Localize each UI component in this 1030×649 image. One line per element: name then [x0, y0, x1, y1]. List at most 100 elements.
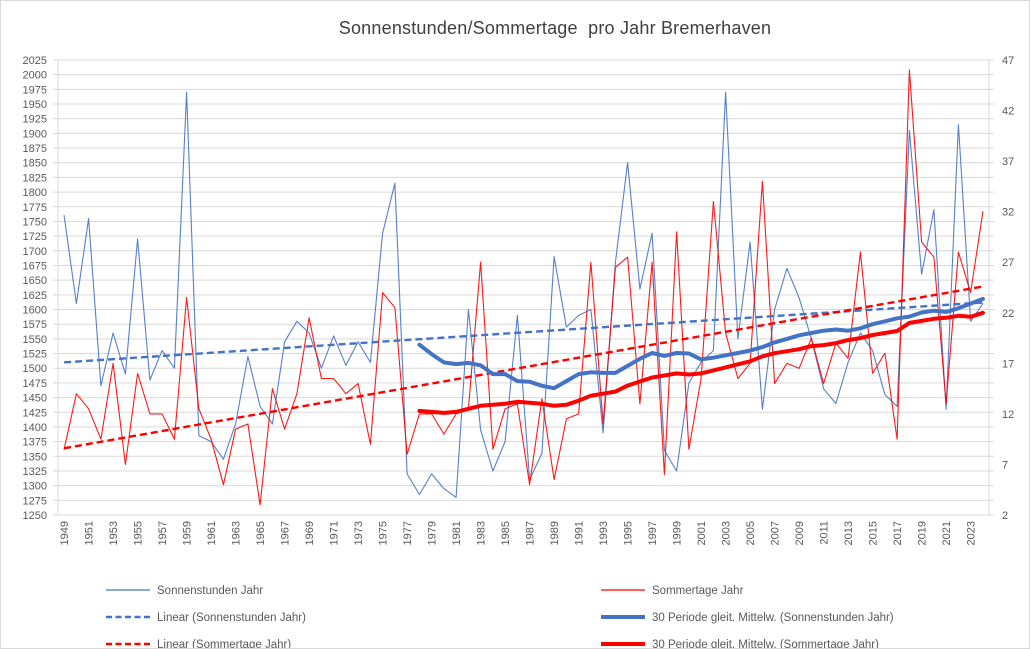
y-axis-left-tick-label: 1425: [23, 407, 47, 419]
x-axis-tick-label: 1965: [255, 521, 267, 545]
line-sample-icon: [601, 582, 645, 600]
x-axis-tick-label: 1993: [598, 521, 610, 545]
y-axis-left-tick-label: 2025: [23, 55, 47, 67]
y-axis-left-tick-label: 1975: [23, 84, 47, 96]
x-axis-tick-label: 1951: [84, 521, 96, 545]
x-axis-tick-label: 1961: [206, 521, 218, 545]
legend-label: 30 Periode gleit. Mittelw. (Sommertage J…: [652, 638, 879, 649]
x-axis-tick-label: 1959: [182, 521, 194, 545]
dashed-line-sample-icon: [106, 609, 150, 627]
x-axis-tick-label: 1957: [157, 521, 169, 545]
y-axis-left-tick-label: 1450: [23, 393, 47, 405]
y-axis-left-tick-label: 1375: [23, 437, 47, 449]
x-axis-tick-label: 1987: [525, 521, 537, 545]
y-axis-left-tick-label: 1700: [23, 246, 47, 258]
x-axis-tick-label: 1973: [353, 521, 365, 545]
y-axis-right-tick-label: 7: [1002, 459, 1008, 471]
y-axis-left-tick-label: 1325: [23, 466, 47, 478]
x-axis-tick-label: 1983: [476, 521, 488, 545]
legend-item-mittelwert-sonnenstunden: 30 Periode gleit. Mittelw. (Sonnenstunde…: [601, 604, 894, 631]
legend-column-right: Sommertage Jahr 30 Periode gleit. Mittel…: [601, 577, 894, 649]
y-axis-left-tick-label: 1550: [23, 334, 47, 346]
legend-label: Linear (Sommertage Jahr): [157, 638, 292, 649]
data-series-line: [63, 69, 984, 506]
y-axis-left-tick-label: 1950: [23, 99, 47, 111]
y-axis-right-tick-label: 2: [1002, 510, 1008, 522]
x-axis-tick-label: 2015: [868, 521, 880, 545]
y-axis-left-tick-label: 1525: [23, 349, 47, 361]
y-axis-left-tick-label: 1775: [23, 202, 47, 214]
y-axis-right-tick-label: 12: [1002, 409, 1014, 421]
legend-label: Sommertage Jahr: [652, 584, 744, 597]
x-axis-tick-label: 1981: [451, 521, 463, 545]
data-series-line: [417, 310, 985, 415]
x-axis-tick-label: 1977: [402, 521, 414, 545]
y-axis-left-tick-label: 1250: [23, 510, 47, 522]
x-axis-tick-label: 2019: [917, 521, 929, 545]
y-axis-left-tick-label: 1675: [23, 260, 47, 272]
x-axis-tick-label: 2011: [819, 521, 831, 545]
y-axis-left-tick-label: 2000: [23, 70, 47, 82]
data-series-line: [417, 296, 985, 391]
x-axis-tick-label: 2003: [721, 521, 733, 545]
y-axis-left-tick-label: 1925: [23, 114, 47, 126]
x-axis-tick-label: 1963: [231, 521, 243, 545]
y-axis-left-tick-label: 1725: [23, 231, 47, 243]
x-axis-tick-label: 2001: [696, 521, 708, 545]
x-axis-tick-label: 1971: [329, 521, 341, 545]
legend-label: Sonnenstunden Jahr: [157, 584, 264, 597]
x-axis-tick-label: 1989: [549, 521, 561, 545]
y-axis-left-tick-label: 1650: [23, 275, 47, 287]
legend-column-left: Sonnenstunden Jahr Linear (Sonnenstunden…: [106, 577, 306, 649]
x-axis-tick-label: 2013: [843, 521, 855, 545]
x-axis-tick-label: 2021: [941, 521, 953, 545]
y-axis-right-tick-label: 32: [1002, 207, 1014, 219]
x-axis-tick-label: 1999: [672, 521, 684, 545]
y-axis-left-tick-label: 1875: [23, 143, 47, 155]
y-axis-right-tick-label: 47: [1002, 55, 1014, 67]
x-axis-tick-label: 1969: [304, 521, 316, 545]
legend-item-sommertage-jahr: Sommertage Jahr: [601, 577, 894, 604]
y-axis-left-tick-label: 1300: [23, 481, 47, 493]
x-axis-tick-label: 1975: [378, 521, 390, 545]
y-axis-left-tick-label: 1850: [23, 158, 47, 170]
y-axis-left-tick-label: 1800: [23, 187, 47, 199]
y-axis-left-tick-label: 1500: [23, 363, 47, 375]
x-axis-tick-label: 2007: [770, 521, 782, 545]
x-axis-tick-label: 2023: [966, 521, 978, 545]
x-axis-tick-label: 1991: [574, 521, 586, 545]
y-axis-right-tick-label: 17: [1002, 358, 1014, 370]
y-axis-left-tick-label: 1625: [23, 290, 47, 302]
y-axis-left-tick-label: 1900: [23, 128, 47, 140]
line-sample-icon: [106, 582, 150, 600]
thick-line-sample-icon: [601, 609, 645, 627]
legend-item-sonnenstunden-jahr: Sonnenstunden Jahr: [106, 577, 306, 604]
legend-item-linear-sonnenstunden: Linear (Sonnenstunden Jahr): [106, 604, 306, 631]
x-axis-tick-label: 2017: [892, 521, 904, 545]
y-axis-right-tick-label: 27: [1002, 257, 1014, 269]
y-axis-right-tick-label: 42: [1002, 106, 1014, 118]
x-axis-tick-label: 1953: [108, 521, 120, 545]
x-axis-tick-label: 2005: [745, 521, 757, 545]
y-axis-right-tick-label: 37: [1002, 156, 1014, 168]
y-axis-left-tick-label: 1750: [23, 216, 47, 228]
x-axis-tick-label: 1997: [647, 521, 659, 545]
y-axis-right-tick-label: 22: [1002, 308, 1014, 320]
trend-line: [63, 285, 984, 450]
y-axis-left-tick-label: 1475: [23, 378, 47, 390]
y-axis-left-tick-label: 1825: [23, 172, 47, 184]
legend-label: 30 Periode gleit. Mittelw. (Sonnenstunde…: [652, 611, 894, 624]
y-axis-left-tick-label: 1575: [23, 319, 47, 331]
data-series-line: [63, 91, 984, 498]
legend-item-linear-sommertage: Linear (Sommertage Jahr): [106, 631, 306, 649]
x-axis-tick-label: 2009: [794, 521, 806, 545]
x-axis-tick-label: 1979: [427, 521, 439, 545]
y-axis-left-tick-label: 1275: [23, 495, 47, 507]
thick-line-sample-icon: [601, 636, 645, 649]
x-axis-tick-label: 1985: [500, 521, 512, 545]
chart-title: Sonnenstunden/Sommertage pro Jahr Bremer…: [338, 18, 772, 38]
legend-label: Linear (Sonnenstunden Jahr): [157, 611, 306, 624]
x-axis-tick-label: 1949: [59, 521, 71, 545]
